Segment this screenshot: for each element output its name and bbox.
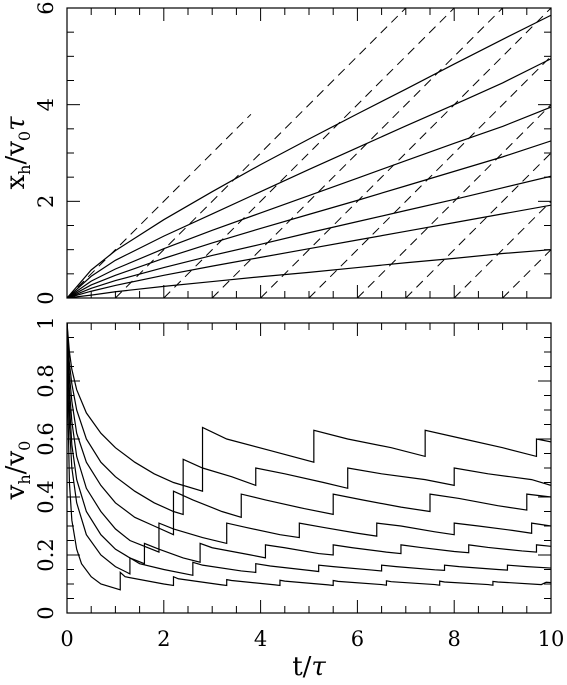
- x-axis-label: t/τ: [292, 652, 326, 682]
- top-frame: [66, 7, 552, 299]
- bottom-tick-labels: 00.20.40.60.810 2 4 6 8 10: [34, 316, 564, 651]
- top-ylabel-main: x: [1, 175, 31, 190]
- bottom-curves: [67, 323, 551, 591]
- bottom-ylabel-sep: /v: [1, 451, 31, 475]
- top-ylabel-sub2: 0: [15, 131, 34, 141]
- top-dashed-line-7: [357, 104, 551, 298]
- bottom-y-tick-label: 0: [34, 606, 58, 619]
- bottom-series-4: [67, 323, 551, 553]
- top-solid-curve-7: [67, 249, 551, 298]
- bottom-x-tick-label: 10: [538, 627, 565, 651]
- bottom-series-1: [67, 323, 551, 591]
- bottom-ylabel-sub1: h: [15, 474, 34, 484]
- bottom-series-3: [67, 323, 551, 565]
- bottom-panel: 00.20.40.60.810 2 4 6 8 10 vh/v0 t/τ: [1, 316, 564, 682]
- top-solid-curve-5: [67, 175, 551, 298]
- top-dashed-line-10: [502, 249, 551, 298]
- top-dashed-line-9: [453, 200, 551, 298]
- xlabel-main: t/: [292, 652, 311, 682]
- top-solid-curve-6: [67, 204, 551, 298]
- bottom-ylabel-sub2: 0: [15, 441, 34, 451]
- xlabel-tail: τ: [311, 652, 326, 682]
- bottom-y-tick-label: 1: [34, 316, 58, 329]
- top-solid-curve-2: [67, 58, 551, 298]
- top-ylabel-sep: /v: [1, 141, 31, 165]
- bottom-y-tick-label: 0.6: [34, 422, 58, 455]
- bottom-series-2: [67, 323, 551, 577]
- bottom-x-tick-label: 4: [254, 627, 267, 651]
- bottom-y-axis-label: vh/v0: [1, 441, 34, 501]
- bottom-frame: [66, 322, 552, 614]
- top-ylabel-sub1: h: [15, 165, 34, 175]
- bottom-x-tick-label: 2: [157, 627, 170, 651]
- bottom-y-tick-label: 0.2: [34, 538, 58, 571]
- top-dashed-line-3: [163, 8, 455, 298]
- bottom-x-tick-label: 8: [448, 627, 461, 651]
- bottom-y-tick-label: 0.8: [34, 364, 58, 397]
- top-ylabel-tail: τ: [1, 116, 31, 131]
- top-dashed-line-2: [115, 8, 407, 298]
- top-dashed-line-8: [405, 152, 551, 298]
- bottom-x-tick-label: 6: [351, 627, 364, 651]
- bottom-ylabel-main: v: [1, 484, 31, 500]
- bottom-y-tick-label: 0.4: [34, 480, 58, 513]
- bottom-series-7: [67, 323, 551, 493]
- top-y-tick-label: 6: [34, 1, 58, 14]
- top-y-axis-label: xh/v0τ: [1, 116, 34, 190]
- top-dashed-line-1: [67, 113, 252, 298]
- bottom-series-5: [67, 323, 551, 536]
- top-y-tick-label: 2: [34, 195, 58, 208]
- top-dashed-line-6: [308, 55, 551, 298]
- top-tick-labels: 0 2 4 6: [34, 1, 58, 304]
- bottom-ticks: [66, 322, 552, 614]
- bottom-series-6: [67, 323, 551, 516]
- top-dashed-line-5: [260, 8, 551, 298]
- top-dashed-line-4: [211, 8, 504, 298]
- top-y-tick-label: 0: [34, 291, 58, 304]
- top-solid-curve-3: [67, 106, 551, 298]
- top-solid-curve-4: [67, 140, 551, 298]
- top-y-tick-label: 4: [34, 98, 58, 111]
- bottom-x-tick-label: 0: [60, 627, 73, 651]
- top-curves: [67, 8, 551, 298]
